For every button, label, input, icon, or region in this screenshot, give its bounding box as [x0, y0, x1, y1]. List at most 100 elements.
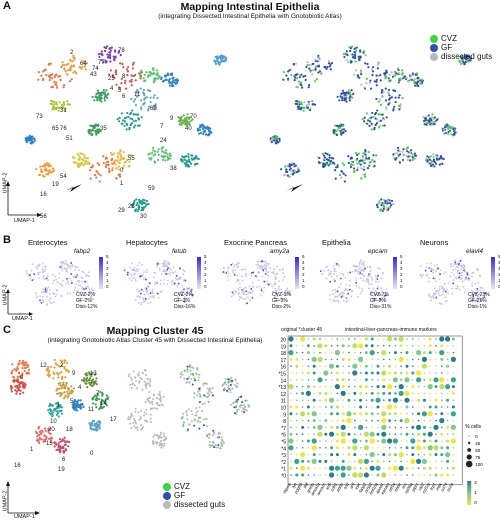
- cluster-label: 31: [60, 108, 67, 114]
- cluster-label: 76: [60, 126, 67, 132]
- umap-point: [392, 107, 395, 111]
- featureplot-umap: [221, 257, 299, 305]
- umap-point: [83, 154, 86, 157]
- umap-point: [186, 165, 190, 168]
- umap-point: [398, 77, 401, 80]
- umap-point: [81, 65, 84, 69]
- umap-point: [34, 430, 38, 433]
- umap-point: [377, 120, 380, 123]
- umap-point: [325, 163, 328, 166]
- featureplot-stat: GF-3%: [272, 298, 288, 304]
- umap-point: [185, 159, 188, 163]
- umap-point: [130, 78, 133, 81]
- umap-point: [272, 290, 274, 293]
- umap-point: [60, 377, 64, 380]
- dotplot-dot: [330, 379, 333, 381]
- umap-point: [171, 279, 174, 282]
- dotplot-dot: [306, 439, 310, 443]
- dotplot-dot: [371, 419, 373, 422]
- umap-point: [435, 290, 438, 293]
- umap-point: [110, 162, 113, 165]
- umap-point: [142, 92, 146, 95]
- umap-point: [135, 380, 138, 383]
- umap-point: [300, 81, 303, 84]
- umap-point: [283, 292, 286, 295]
- umap-point: [120, 122, 123, 125]
- umap-point: [386, 202, 389, 205]
- umap-point: [19, 392, 22, 395]
- umap-point: [183, 369, 186, 372]
- dotplot-dot: [446, 467, 449, 469]
- umap-point: [335, 166, 338, 169]
- dotplot-dot: [307, 433, 310, 435]
- umap-point: [46, 303, 49, 306]
- dotplot-dot: [434, 453, 438, 457]
- umap-point: [131, 118, 134, 121]
- umap-point: [263, 280, 266, 283]
- umap-point: [198, 427, 201, 430]
- umap-point: [312, 69, 315, 72]
- umap-point: [96, 89, 100, 92]
- umap-point: [296, 167, 299, 170]
- umap-point: [179, 373, 182, 376]
- dotplot-dot: [446, 372, 449, 374]
- dotplot-dot: [428, 453, 432, 457]
- umap-point: [162, 282, 165, 285]
- dotplot-dot: [394, 447, 397, 449]
- umap-point: [388, 79, 391, 83]
- umap-point: [191, 383, 194, 386]
- umap-point: [236, 274, 238, 277]
- dotplot-dot: [335, 378, 339, 382]
- umap-point: [265, 273, 268, 276]
- umap-point: [123, 270, 126, 272]
- umap-point: [437, 267, 440, 270]
- umap-point: [196, 368, 199, 371]
- umap-point: [51, 437, 54, 440]
- umap-point: [320, 71, 323, 74]
- dotplot-row-label: 11: [281, 399, 286, 405]
- umap-point: [361, 290, 364, 293]
- umap-point: [316, 60, 319, 63]
- umap-point: [261, 266, 264, 268]
- umap-point: [147, 400, 150, 403]
- umap-point: [240, 404, 243, 407]
- umap-point: [419, 264, 422, 267]
- dotplot-dot: [313, 392, 315, 395]
- umap-point: [326, 265, 328, 268]
- umap-point: [147, 89, 150, 92]
- colorbar-tick: 2: [106, 272, 109, 277]
- umap-point: [10, 390, 14, 393]
- umap-point: [375, 78, 378, 81]
- panel-b-featureplots: Enterocytes fabp2 5 4 3 2 1 0 CVZ-2% GF-2% Diss-12…: [0, 234, 500, 312]
- dotplot-dot: [290, 379, 292, 381]
- umap-point: [150, 156, 153, 160]
- umap-point: [317, 160, 320, 164]
- umap-point: [127, 417, 130, 420]
- dotplot-dot: [387, 404, 393, 410]
- umap-point: [428, 293, 431, 296]
- umap-point: [193, 392, 196, 395]
- umap-point: [430, 124, 434, 127]
- dotplot-dot: [335, 364, 339, 368]
- dotplot-dot: [398, 390, 404, 396]
- umap-point: [182, 421, 185, 424]
- umap-point: [61, 262, 64, 265]
- umap-point: [169, 154, 173, 157]
- umap-point: [169, 272, 172, 274]
- umap-point: [284, 165, 287, 168]
- colorbar-tick: 5: [498, 254, 500, 259]
- colorbar: [295, 257, 299, 289]
- umap-point: [327, 269, 330, 272]
- featureplot-stat: Diss-31%: [370, 304, 392, 310]
- colorbar-tick: 5: [106, 254, 109, 259]
- umap-point: [53, 409, 57, 412]
- umap-point: [182, 300, 185, 303]
- dotplot-dot: [421, 411, 427, 417]
- dotplot-row-label: *3: [281, 453, 286, 459]
- umap-point: [337, 286, 340, 288]
- umap-point: [375, 84, 378, 87]
- dotplot-dot: [388, 391, 392, 395]
- umap-point: [380, 208, 383, 211]
- dotplot-dot: [348, 406, 350, 408]
- umap-point: [118, 86, 121, 89]
